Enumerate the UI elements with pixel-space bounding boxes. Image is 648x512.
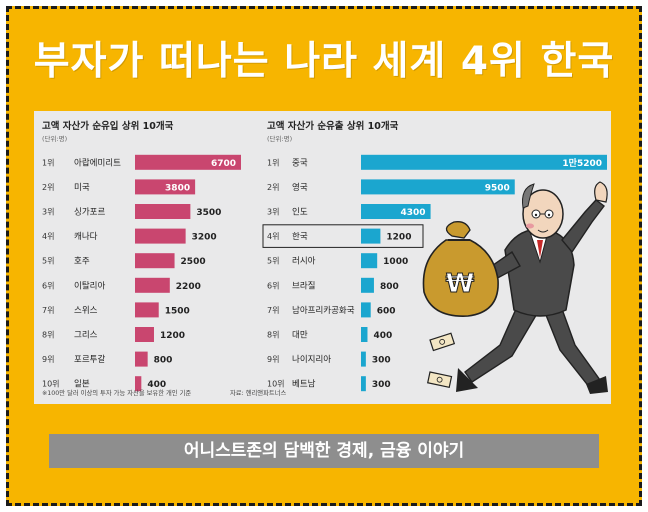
value-label: 2500 (181, 257, 206, 267)
value-label: 6700 (211, 159, 236, 169)
value-label: 1만5200 (562, 157, 602, 169)
rank-label: 4위 (42, 232, 54, 241)
value-label: 3500 (196, 208, 221, 218)
bar (135, 154, 241, 170)
rank-label: 3위 (267, 208, 279, 217)
country-label: 캐나다 (74, 232, 98, 242)
value-label: 1000 (383, 257, 408, 267)
country-label: 베트남 (292, 380, 316, 390)
headline: 부자가 떠나는 나라 세계 4위 한국 (33, 39, 615, 84)
country-label: 브라질 (292, 280, 315, 291)
rank-label: 1위 (42, 158, 54, 167)
country-label: 한국 (292, 232, 308, 242)
value-label: 3800 (165, 183, 190, 193)
rank-label: 6위 (42, 281, 54, 290)
bar (135, 376, 142, 392)
money-bill-icon (429, 332, 456, 352)
country-label: 호주 (74, 257, 90, 267)
bar (135, 351, 148, 367)
rank-label: 9위 (267, 355, 279, 364)
bar (361, 228, 381, 244)
rank-label: 5위 (267, 257, 279, 266)
bar (361, 154, 607, 170)
highlight-box (262, 224, 424, 248)
country-label: 중국 (292, 158, 308, 168)
bar (361, 179, 515, 195)
footer-caption: 어니스트존의 담백한 경제, 금융 이야기 (49, 434, 599, 468)
footnote: ※100만 달러 이상의 투자 가능 자산을 보유한 개인 기준 (42, 388, 191, 397)
man-head (522, 183, 564, 239)
bar (135, 228, 186, 244)
country-label: 러시아 (292, 256, 316, 267)
chart-title: 고액 자산가 순유출 상위 10개국 (267, 120, 399, 132)
country-label: 포르투갈 (74, 355, 105, 365)
country-label: 인도 (292, 207, 308, 218)
rank-label: 9위 (42, 355, 54, 364)
rank-label: 4위 (267, 232, 279, 241)
bar (361, 204, 431, 219)
value-label: 4300 (401, 208, 426, 218)
bar (361, 277, 374, 293)
country-label: 영국 (292, 182, 308, 193)
country-label: 그리스 (74, 331, 98, 341)
value-label: 600 (377, 306, 396, 316)
value-label: 300 (372, 380, 391, 390)
value-label: 800 (380, 282, 399, 292)
money-bag-icon: ₩ (422, 221, 499, 317)
country-label: 일본 (74, 380, 90, 390)
value-label: 2200 (176, 282, 201, 292)
bar (361, 253, 378, 269)
bar-charts: 고액 자산가 순유입 상위 10개국 (단위:명) 1위 아랍에미리트 6700 2위 미국… (42, 120, 607, 397)
bar (135, 302, 159, 318)
bar (135, 327, 154, 342)
chart-unit: (단위:명) (267, 134, 292, 143)
rank-label: 7위 (267, 306, 279, 315)
bar (361, 376, 366, 392)
rank-label: 2위 (267, 183, 279, 192)
value-label: 3200 (192, 233, 217, 243)
value-label: 800 (154, 356, 173, 366)
bar (361, 327, 368, 342)
rank-label: 8위 (42, 331, 54, 340)
source-label: 자료: 헨리앤파트너스 (230, 388, 286, 397)
value-label: 1200 (386, 233, 411, 243)
bar (135, 253, 175, 269)
value-label: 400 (147, 380, 166, 390)
rank-label: 10위 (42, 380, 60, 389)
rank-label: 7위 (42, 306, 54, 315)
rank-label: 5위 (42, 257, 54, 266)
rank-label: 2위 (42, 183, 54, 192)
value-label: 400 (373, 331, 392, 341)
money-bill-icon (427, 371, 453, 389)
bar (135, 204, 191, 219)
rank-label: 8위 (267, 331, 279, 340)
value-label: 300 (372, 356, 391, 366)
bar (361, 351, 366, 367)
bar (361, 302, 371, 318)
country-label: 아랍에미리트 (74, 157, 121, 168)
svg-text:₩: ₩ (446, 269, 475, 299)
value-label: 1200 (160, 331, 185, 341)
rank-label: 10위 (267, 380, 285, 389)
value-label: 1500 (165, 306, 190, 316)
rank-label: 6위 (267, 281, 279, 290)
country-label: 싱가포르 (74, 207, 105, 218)
rank-label: 1위 (267, 158, 279, 167)
rank-label: 3위 (42, 208, 54, 217)
bar (135, 277, 170, 293)
country-label: 이탈리아 (74, 280, 105, 291)
country-label: 나이지리아 (292, 354, 331, 365)
chart-unit: (단위:명) (42, 134, 67, 143)
bar (135, 179, 196, 195)
country-label: 남아프리카공화국 (292, 305, 355, 316)
chart-title: 고액 자산가 순유입 상위 10개국 (42, 120, 174, 132)
value-label: 9500 (485, 183, 510, 193)
country-label: 대만 (292, 331, 308, 341)
country-label: 스위스 (74, 306, 98, 316)
country-label: 미국 (74, 183, 90, 193)
